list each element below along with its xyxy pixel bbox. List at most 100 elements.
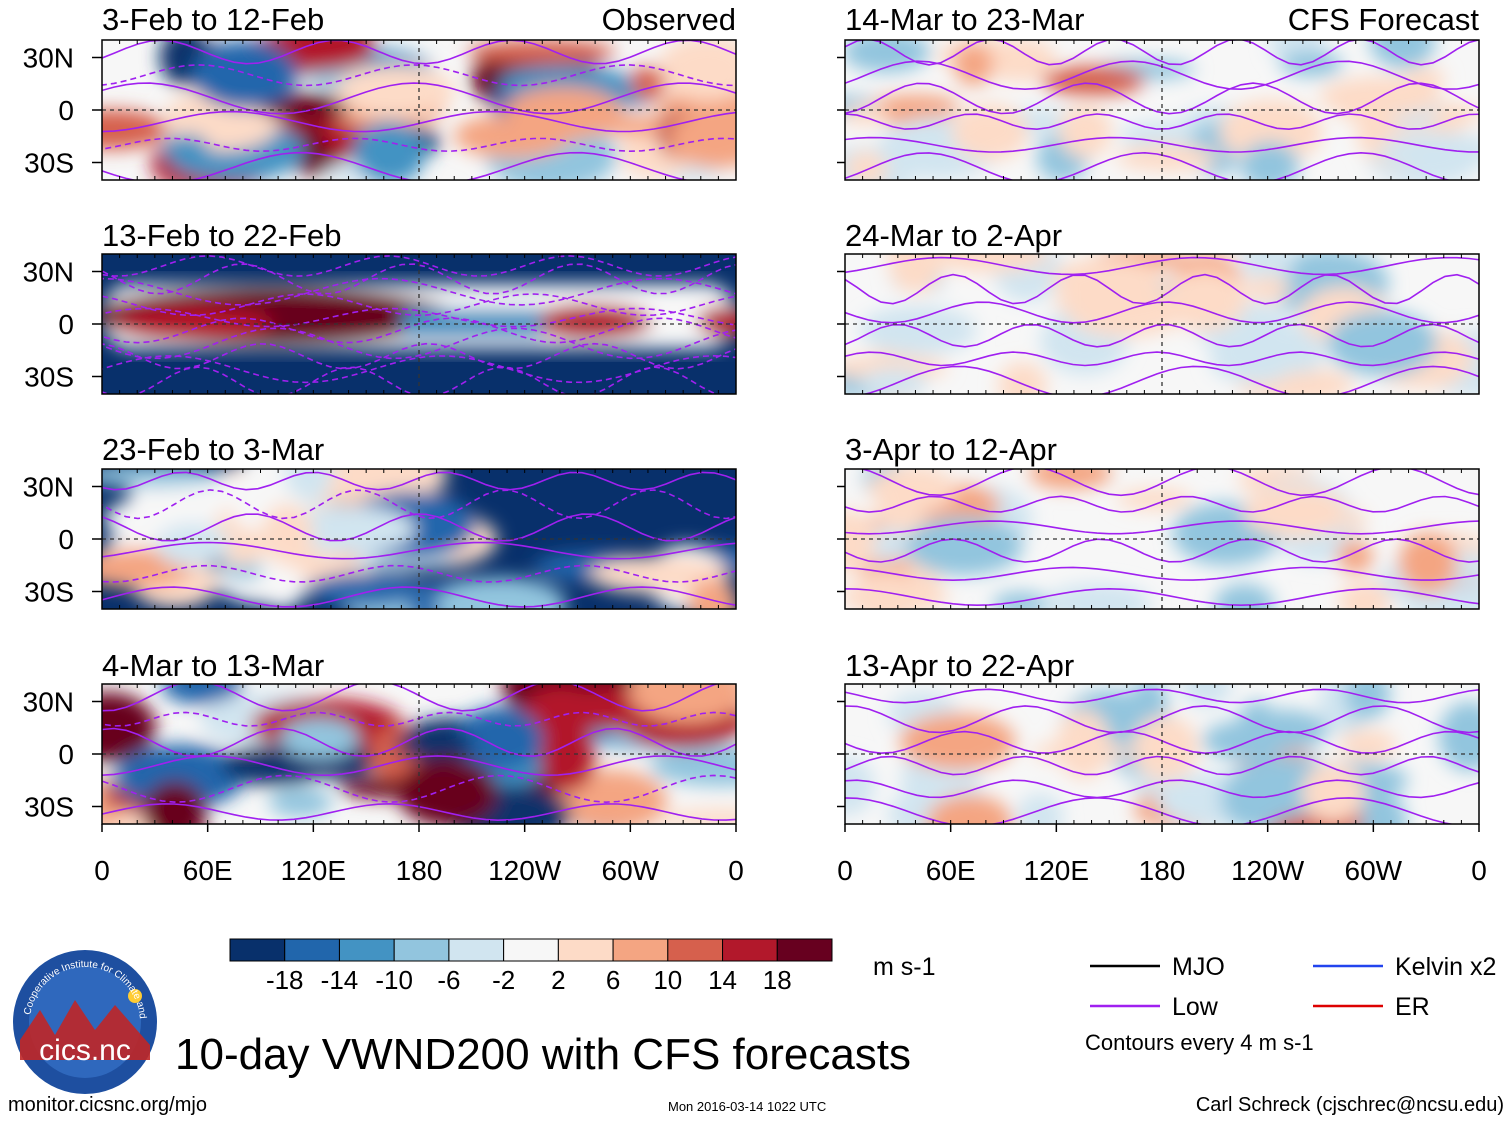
- colorbar-tick-label: -18: [266, 965, 304, 995]
- contour-line: [845, 136, 1479, 153]
- panel-date-label: 13-Apr to 22-Apr: [845, 648, 1074, 683]
- contour-lines: [845, 688, 1479, 824]
- y-tick-label: 30S: [24, 148, 74, 179]
- colorbar-tick-label: -10: [375, 965, 413, 995]
- contour-line: [102, 327, 736, 360]
- colorbar-swatch: [393, 938, 450, 962]
- contour-line: [102, 802, 736, 822]
- x-tick-label: 60E: [926, 855, 976, 886]
- map-panel: [845, 469, 1479, 609]
- x-tick-label: 60E: [183, 855, 233, 886]
- contour-line: [102, 110, 736, 133]
- y-tick-label: 30S: [24, 362, 74, 393]
- colorbar-tick-label: -6: [437, 965, 460, 995]
- colorbar-tick-label: 6: [606, 965, 620, 995]
- colorbar-swatch: [722, 938, 778, 962]
- column-header: Observed: [602, 2, 736, 37]
- colorbar-swatch: [776, 938, 833, 962]
- column-header: CFS Forecast: [1288, 2, 1480, 37]
- contour-line: [845, 730, 1479, 755]
- panel-date-label: 13-Feb to 22-Feb: [102, 218, 342, 253]
- contour-line: [845, 705, 1479, 734]
- x-tick-label: 180: [396, 855, 443, 886]
- colorbar-tick-label: -14: [321, 965, 359, 995]
- colorbar-swatch: [557, 938, 614, 962]
- x-tick-label: 0: [728, 855, 744, 886]
- contour-line: [845, 113, 1479, 131]
- contour-line: [102, 40, 736, 65]
- contour-note: Contours every 4 m s-1: [1085, 1030, 1314, 1055]
- colorbar-swatch: [284, 938, 340, 962]
- y-tick-label: 0: [58, 739, 74, 770]
- contour-line: [845, 256, 1479, 276]
- contour-line: [102, 755, 736, 777]
- contour-line: [845, 273, 1479, 305]
- contour-line: [102, 774, 736, 804]
- contour-line: [102, 471, 736, 491]
- panel-date-label: 3-Apr to 12-Apr: [845, 432, 1057, 467]
- panel-date-label: 3-Feb to 12-Feb: [102, 2, 324, 37]
- contour-line: [102, 277, 736, 306]
- mountain-icon: [20, 1000, 150, 1060]
- contour-line: [845, 495, 1479, 513]
- contour-line: [102, 342, 736, 370]
- x-tick-label: 180: [1139, 855, 1186, 886]
- colorbar-tick-label: 10: [653, 965, 682, 995]
- contour-line: [862, 365, 1479, 394]
- contour-line: [845, 779, 1479, 799]
- contour-line: [102, 307, 736, 328]
- y-tick-label: 30N: [23, 687, 74, 718]
- map-panel: [845, 684, 1479, 824]
- colorbar-swatch: [503, 938, 559, 962]
- contour-lines: [102, 684, 736, 822]
- anomaly-field: [102, 284, 736, 349]
- y-tick-label: 0: [58, 309, 74, 340]
- y-tick-label: 30N: [23, 472, 74, 503]
- colorbar: -18 -14 -10 -6 -2 2 6 10 14 18: [229, 938, 833, 995]
- contour-line: [845, 566, 1479, 582]
- contour-lines: [845, 256, 1479, 394]
- panel-date-label: 14-Mar to 23-Mar: [845, 2, 1084, 37]
- panel-date-label: 23-Feb to 3-Mar: [102, 432, 324, 467]
- contour-line: [102, 684, 721, 712]
- y-tick-label: 30S: [24, 577, 74, 608]
- legend-label: Kelvin x2: [1395, 953, 1496, 981]
- y-tick-label: 30N: [23, 257, 74, 288]
- map-panel: [845, 254, 1479, 394]
- y-tick-label: 30N: [23, 43, 74, 74]
- contour-line: [102, 263, 736, 295]
- colorbar-tick-label: 18: [763, 965, 792, 995]
- contour-line: [845, 151, 1452, 180]
- footer-url[interactable]: monitor.cicsnc.org/mjo: [8, 1094, 207, 1116]
- x-tick-label: 120W: [488, 855, 562, 886]
- colorbar-swatch: [612, 938, 669, 962]
- contour-line: [845, 323, 1479, 348]
- colorbar-tick-label: -2: [492, 965, 515, 995]
- colorbar-units: m s-1: [873, 953, 936, 981]
- colorbar-swatch: [448, 938, 505, 962]
- contour-line: [102, 586, 736, 608]
- logo-text: cics.nc: [39, 1034, 131, 1067]
- map-panel: [102, 684, 736, 824]
- contour-line: [845, 755, 1479, 776]
- contour-line: [845, 82, 1479, 115]
- x-tick-label: 120W: [1231, 855, 1305, 886]
- y-tick-label: 0: [58, 95, 74, 126]
- x-tick-label: 120E: [281, 855, 346, 886]
- contour-line: [845, 538, 1479, 563]
- map-panels: [102, 40, 1479, 824]
- map-panel: [102, 40, 736, 180]
- sun-icon: [128, 989, 142, 1003]
- contour-lines: [102, 40, 736, 180]
- contour-line: [845, 60, 1479, 91]
- colorbar-tick-label: 14: [708, 965, 737, 995]
- contour-line: [102, 137, 736, 153]
- legend-label: ER: [1395, 993, 1430, 1021]
- contour-line: [102, 513, 736, 542]
- contour-lines: [845, 469, 1479, 607]
- map-panel: [102, 254, 736, 394]
- contour-line: [845, 301, 1479, 324]
- x-tick-label: 60W: [1345, 855, 1403, 886]
- colorbar-swatch: [229, 938, 286, 962]
